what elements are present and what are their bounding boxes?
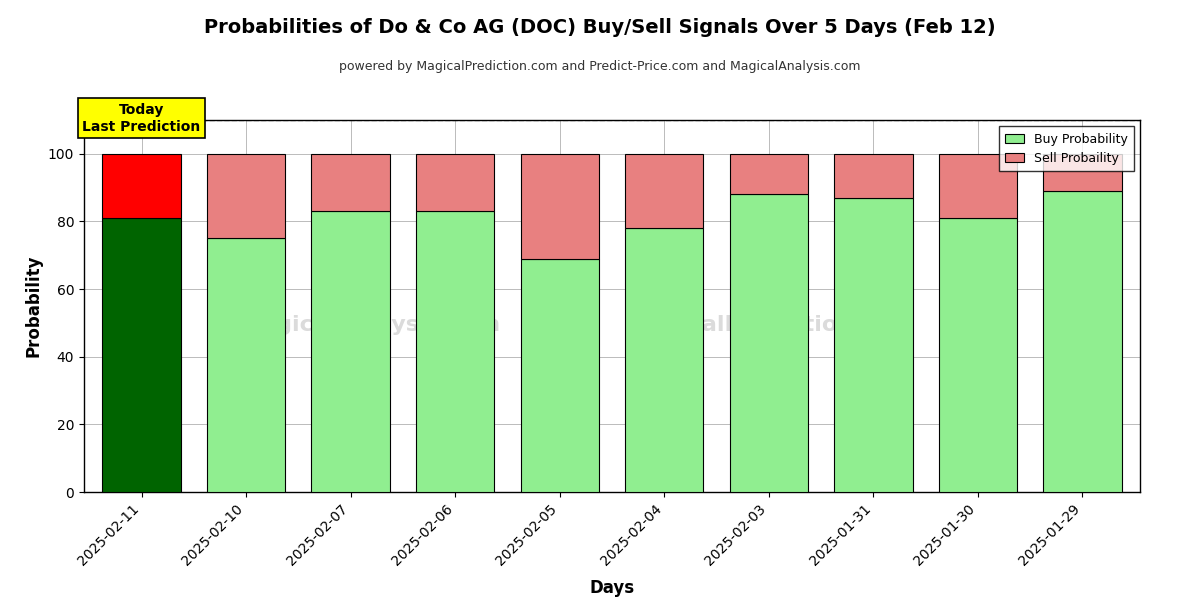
Bar xyxy=(730,154,808,194)
X-axis label: Days: Days xyxy=(589,580,635,598)
Y-axis label: Probability: Probability xyxy=(24,255,42,357)
Bar xyxy=(1043,191,1122,492)
Bar xyxy=(521,259,599,492)
Bar xyxy=(938,218,1018,492)
Bar xyxy=(1043,154,1122,191)
Text: MagicalAnalysis.com: MagicalAnalysis.com xyxy=(239,314,499,335)
Bar xyxy=(625,228,703,492)
Bar xyxy=(521,154,599,259)
Text: MagicalPrediction.com: MagicalPrediction.com xyxy=(628,314,913,335)
Bar xyxy=(312,211,390,492)
Bar xyxy=(730,194,808,492)
Bar xyxy=(938,154,1018,218)
Bar xyxy=(206,238,286,492)
Bar xyxy=(102,154,181,218)
Text: Today
Last Prediction: Today Last Prediction xyxy=(83,103,200,134)
Bar xyxy=(834,154,912,198)
Bar xyxy=(312,154,390,211)
Bar xyxy=(834,198,912,492)
Bar xyxy=(625,154,703,228)
Text: Probabilities of Do & Co AG (DOC) Buy/Sell Signals Over 5 Days (Feb 12): Probabilities of Do & Co AG (DOC) Buy/Se… xyxy=(204,18,996,37)
Bar xyxy=(416,154,494,211)
Text: powered by MagicalPrediction.com and Predict-Price.com and MagicalAnalysis.com: powered by MagicalPrediction.com and Pre… xyxy=(340,60,860,73)
Legend: Buy Probability, Sell Probaility: Buy Probability, Sell Probaility xyxy=(998,126,1134,171)
Bar xyxy=(102,218,181,492)
Bar xyxy=(416,211,494,492)
Bar xyxy=(206,154,286,238)
